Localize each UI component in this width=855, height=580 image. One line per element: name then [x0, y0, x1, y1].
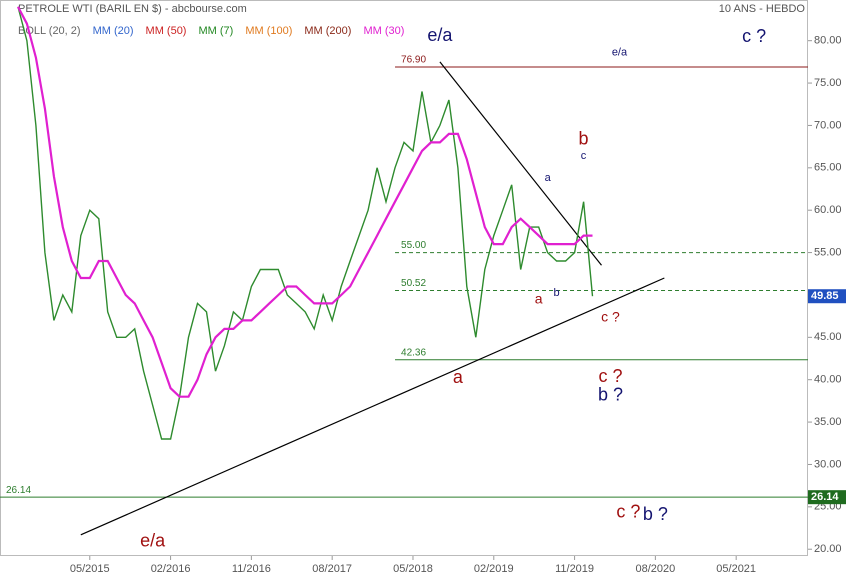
legend-entry: MM (200) [304, 25, 351, 37]
wave-label: c ? [598, 366, 622, 386]
level-label: 42.36 [401, 347, 426, 358]
y-tick-label: 45.00 [814, 331, 842, 343]
y-tick-label: 80.00 [814, 35, 842, 47]
y-tick-label: 55.00 [814, 246, 842, 258]
legend-entry: MM (20) [93, 25, 134, 37]
trendline [439, 61, 602, 266]
x-tick-label: 05/2018 [393, 563, 433, 575]
level-label: 55.00 [401, 240, 426, 251]
x-tick-label: 02/2016 [151, 563, 191, 575]
series-line [17, 6, 594, 440]
level-label: 50.52 [401, 278, 426, 289]
x-tick-label: 08/2020 [635, 563, 675, 575]
wave-label: e/a [140, 530, 166, 550]
legend-entry: MM (30) [363, 25, 404, 37]
x-tick-label: 11/2019 [555, 563, 594, 575]
chart-title: PETROLE WTI (BARIL EN $) - abcbourse.com [18, 3, 247, 15]
x-tick-label: 05/2021 [716, 563, 756, 575]
wave-label: c [581, 150, 587, 162]
level-label: 26.14 [6, 485, 31, 496]
wave-label: e/a [427, 25, 453, 45]
x-tick-label: 02/2019 [474, 563, 514, 575]
legend-entry: MM (50) [146, 25, 187, 37]
x-tick-label: 05/2015 [70, 563, 110, 575]
series-line [17, 6, 593, 398]
legend-entry: MM (7) [198, 25, 233, 37]
y-tick-label: 60.00 [814, 204, 842, 216]
legend-entry: MM (100) [245, 25, 292, 37]
y-tick-label: 35.00 [814, 416, 842, 428]
wave-label: e/a [612, 46, 628, 58]
legend-entry: BOLL (20, 2) [18, 25, 81, 37]
last-badge-label: 49.85 [811, 290, 839, 302]
wave-label: a [453, 367, 464, 387]
y-tick-label: 75.00 [814, 77, 842, 89]
y-tick-label: 40.00 [814, 374, 842, 386]
level-badge-label: 26.14 [811, 491, 839, 503]
y-tick-label: 20.00 [814, 543, 842, 555]
x-tick-label: 11/2016 [232, 563, 271, 575]
wave-label: c ? [742, 26, 766, 46]
wave-label: b ? [598, 385, 623, 405]
y-tick-label: 30.00 [814, 458, 842, 470]
level-label: 76.90 [401, 55, 426, 66]
y-tick-label: 25.00 [814, 501, 842, 513]
level-badge [808, 490, 846, 505]
plot-frame [0, 0, 808, 556]
chart-subtitle: 10 ANS - HEBDO [719, 3, 806, 15]
trendline [80, 277, 665, 536]
wave-label: c ? [616, 502, 640, 522]
last-badge [808, 289, 846, 304]
y-tick-label: 70.00 [814, 119, 842, 131]
wave-label: c ? [601, 309, 620, 325]
wave-label: b [554, 287, 560, 299]
y-tick-label: 65.00 [814, 162, 842, 174]
wave-label: b ? [643, 504, 668, 524]
wave-label: b [579, 129, 589, 149]
x-tick-label: 08/2017 [312, 563, 352, 575]
wave-label: a [535, 291, 543, 307]
wave-label: a [545, 172, 552, 184]
